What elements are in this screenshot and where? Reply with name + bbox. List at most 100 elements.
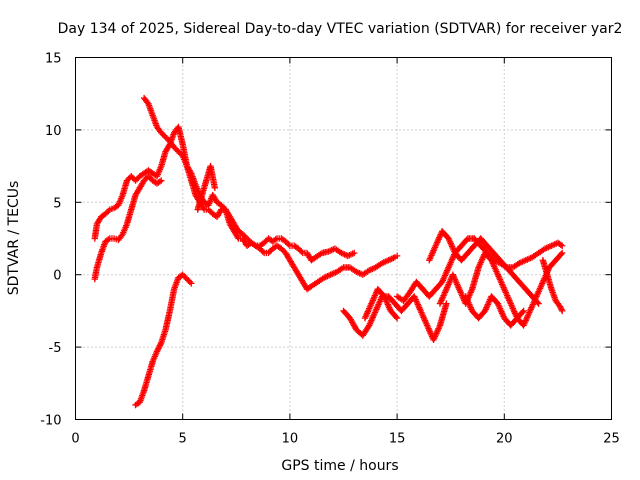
series-arc-12 [539, 257, 566, 315]
data-point-interp [160, 132, 168, 139]
y-axis-label: SDTVAR / TECUs [6, 181, 22, 296]
data-point-interp [146, 174, 154, 181]
data-point-interp [279, 246, 286, 254]
data-point [282, 238, 289, 245]
data-point-interp [285, 241, 292, 248]
data-point-interp [259, 248, 266, 255]
data-point [243, 235, 251, 242]
data-point-interp [103, 209, 111, 216]
data-point-interp [156, 342, 164, 349]
data-points [91, 94, 566, 409]
series-arc-9 [426, 228, 542, 307]
series-arc-5 [194, 162, 219, 213]
y-tick-label: -5 [49, 341, 62, 356]
data-point [158, 177, 165, 184]
axis-ticks [75, 57, 612, 420]
data-point-interp [155, 343, 163, 351]
x-tick-label: 10 [282, 432, 299, 447]
data-point-interp [262, 238, 269, 245]
data-point-interp [217, 207, 224, 215]
data-point-interp [155, 345, 162, 352]
data-point [443, 300, 450, 307]
data-point [558, 307, 566, 315]
x-tick-label: 25 [603, 432, 620, 447]
data-point [140, 177, 148, 184]
data-point-interp [557, 304, 564, 312]
y-tick-label: 10 [45, 124, 62, 139]
data-point [162, 133, 169, 141]
plot-frame [75, 57, 612, 420]
data-point-interp [142, 175, 149, 183]
x-tick-label: 5 [179, 432, 187, 447]
data-point-interp [558, 306, 565, 313]
chart-title: Day 134 of 2025, Sidereal Day-to-day VTE… [58, 21, 623, 37]
data-point-interp [133, 175, 141, 183]
data-point-interp [105, 236, 112, 243]
series-arc-1 [91, 123, 358, 264]
data-point [145, 173, 152, 180]
data-point-interp [392, 313, 400, 321]
y-tick-label: 0 [53, 269, 61, 284]
x-tick-label: 20 [496, 432, 513, 447]
data-point [123, 177, 131, 184]
data-point-interp [258, 246, 265, 254]
x-axis-label: GPS time / hours [281, 458, 398, 474]
data-point [393, 314, 401, 322]
data-point [558, 242, 566, 249]
data-point [211, 184, 219, 192]
data-point-interp [296, 246, 304, 254]
y-tick-label: 5 [53, 196, 61, 211]
data-point [278, 245, 285, 252]
data-point-interp [187, 168, 194, 176]
data-point [558, 249, 566, 257]
data-point-interp [557, 241, 564, 248]
data-point-interp [240, 232, 248, 239]
grid [75, 57, 612, 420]
data-point [158, 129, 165, 136]
x-tick-label: 15 [389, 432, 406, 447]
data-point [218, 201, 225, 209]
data-point [295, 245, 302, 252]
series-arc-11 [462, 293, 527, 329]
data-point-interp [176, 149, 184, 157]
data-point-interp [245, 236, 252, 244]
data-point-interp [234, 233, 241, 241]
data-point-interp [557, 250, 565, 258]
data-point-interp [173, 146, 181, 154]
data-point-interp [519, 308, 526, 316]
data-point [188, 280, 195, 287]
data-point [535, 300, 542, 307]
series-arc-7 [361, 285, 401, 322]
data-point-interp [206, 207, 214, 215]
series-arc-3 [140, 94, 401, 293]
series-arc-6 [340, 293, 450, 344]
data-point-interp [186, 278, 194, 286]
data-point-interp [242, 233, 249, 241]
data-point [393, 252, 401, 260]
axis-tick-labels: 0 5 10 15 20 25 -10 -5 0 5 10 15 [40, 52, 620, 447]
data-point-interp [185, 277, 192, 284]
data-point [179, 271, 186, 278]
data-point-interp [172, 145, 179, 152]
data-point [260, 239, 268, 247]
data-point-interp [219, 203, 226, 210]
data-point-interp [129, 174, 136, 181]
data-point-interp [125, 175, 132, 183]
data-point [175, 148, 182, 155]
data-point-interp [105, 207, 112, 215]
data-point-interp [272, 236, 279, 243]
data-point [239, 230, 246, 238]
series-arc-4 [132, 271, 195, 409]
data-point [102, 210, 109, 218]
data-point-interp [283, 239, 291, 247]
data-point-interp [180, 272, 188, 280]
data-point [351, 249, 358, 257]
data-point [128, 173, 135, 180]
data-point-interp [156, 178, 164, 185]
data-point [265, 249, 272, 257]
data-point [256, 245, 264, 252]
series-arc-2 [91, 173, 165, 283]
data-point-interp [157, 341, 164, 348]
data-point [520, 307, 527, 315]
